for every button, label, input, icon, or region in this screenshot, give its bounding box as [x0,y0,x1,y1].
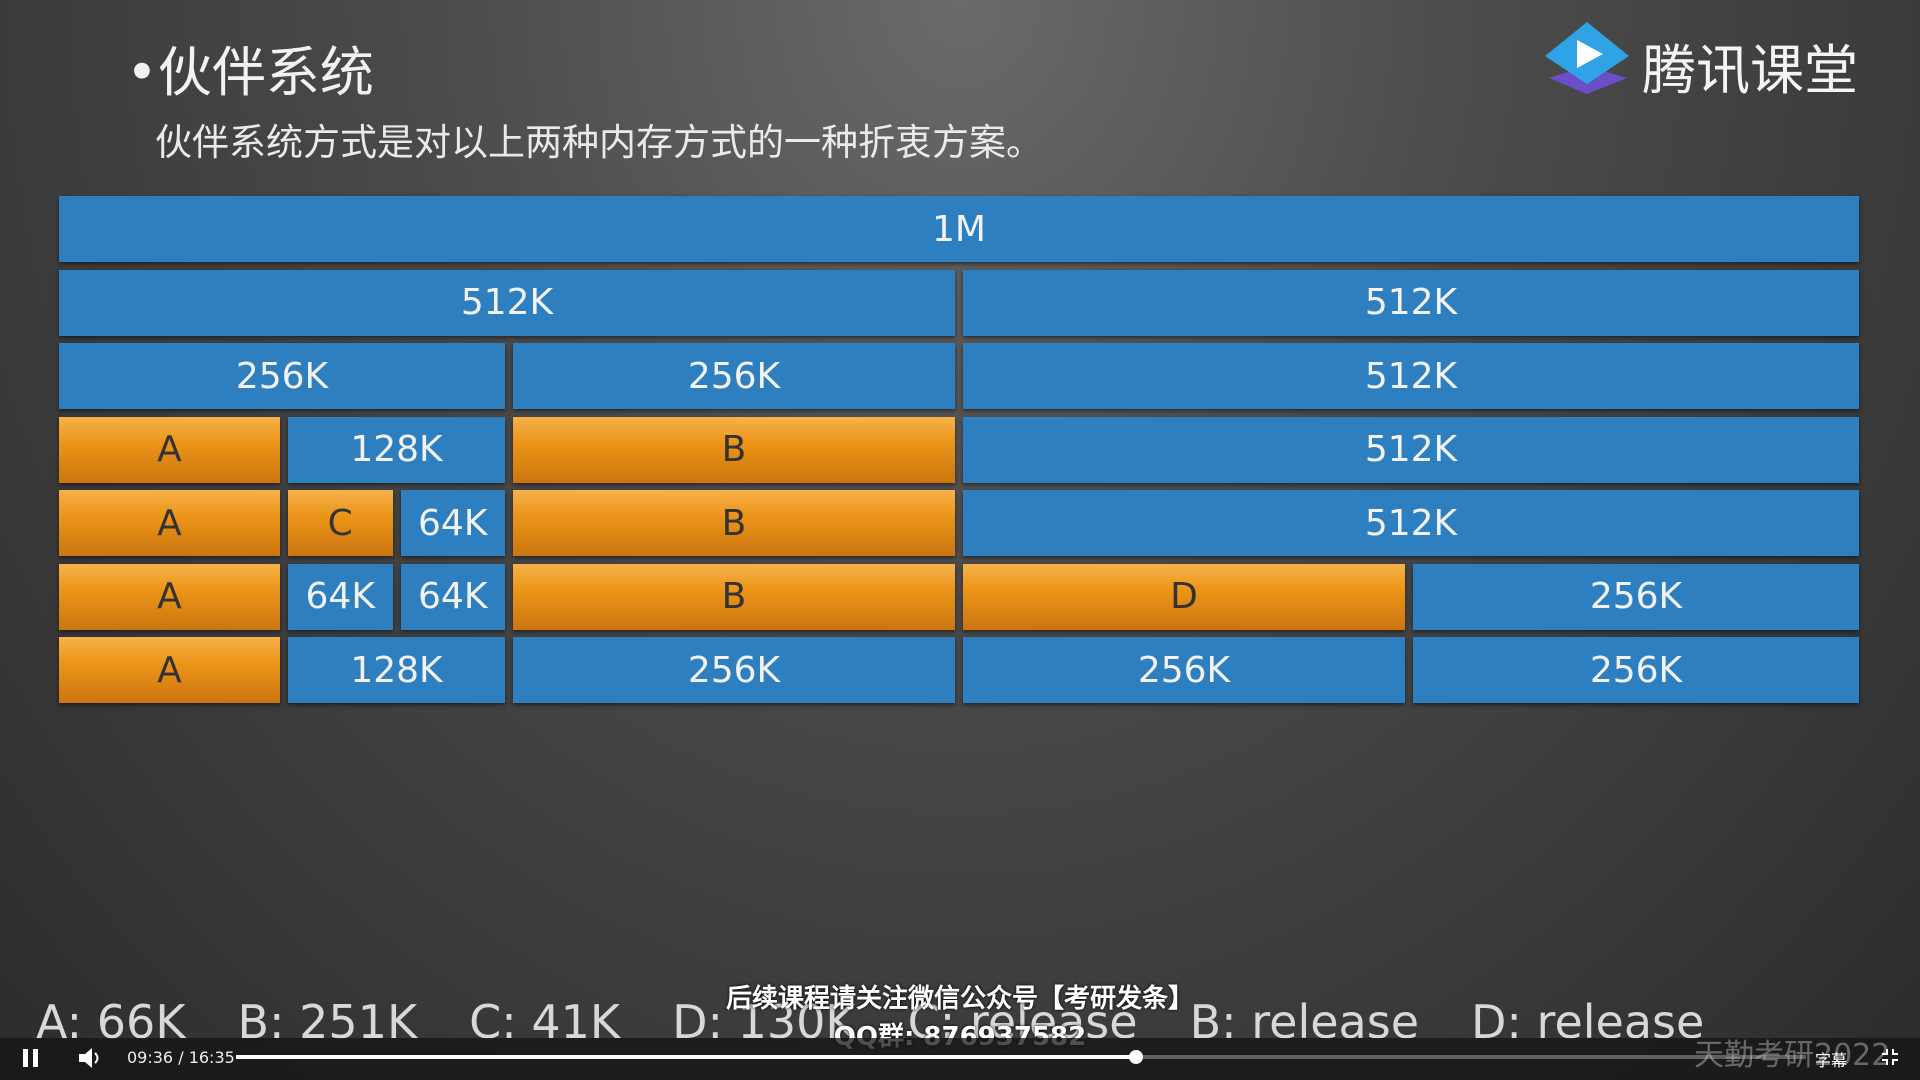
fullscreen-button[interactable] [1880,1047,1900,1067]
memory-block: 64K [288,563,393,630]
current-time: 09:36 [127,1048,174,1067]
memory-block: C [288,490,393,556]
volume-button[interactable] [77,1046,103,1070]
subtitles-button[interactable]: 字幕 [1815,1051,1848,1070]
memory-block: 512K [963,343,1859,409]
memory-block: 64K [400,563,505,630]
memory-block: 512K [59,269,955,336]
bullet: • [126,41,158,104]
memory-block: 64K [400,490,505,556]
memory-block: 256K [1413,563,1859,630]
memory-block: 256K [513,343,955,409]
logo-text: 腾讯课堂 [1642,39,1858,102]
memory-block: 256K [59,343,505,409]
memory-block: B [513,416,955,483]
memory-block: A [59,637,280,703]
memory-block: 128K [288,416,505,483]
memory-block: 512K [963,269,1859,336]
time-separator: / [178,1048,184,1067]
memory-block: 256K [963,637,1405,703]
memory-block: 128K [288,637,505,703]
memory-block: A [59,490,280,556]
title-text: 伙伴系统 [157,41,374,104]
progress-played [236,1055,1136,1059]
player-bar [0,1038,1920,1080]
memory-block: 512K [963,416,1859,483]
memory-block: 256K [513,637,955,703]
logo-icon [1545,22,1629,94]
duration: 16:35 [188,1048,235,1067]
memory-block: B [513,563,955,630]
slide-subtitle: 伙伴系统方式是对以上两种内存方式的一种折衷方案。 [155,121,1043,164]
slide-title: •伙伴系统 [126,28,374,107]
memory-block: 1M [59,196,1859,262]
overlay-notice: 后续课程请关注微信公众号【考研发条】 [725,984,1194,1014]
watermark: 天勤考研2022 [1694,1038,1891,1073]
memory-block: D [963,563,1405,630]
memory-block: 256K [1413,637,1859,703]
memory-block: 512K [963,490,1859,556]
memory-block: A [59,563,280,630]
pause-button[interactable] [20,1047,42,1069]
time-display: 09:36 / 16:35 [127,1048,235,1067]
memory-block: A [59,416,280,483]
progress-knob[interactable] [1129,1050,1143,1064]
memory-block: B [513,490,955,556]
